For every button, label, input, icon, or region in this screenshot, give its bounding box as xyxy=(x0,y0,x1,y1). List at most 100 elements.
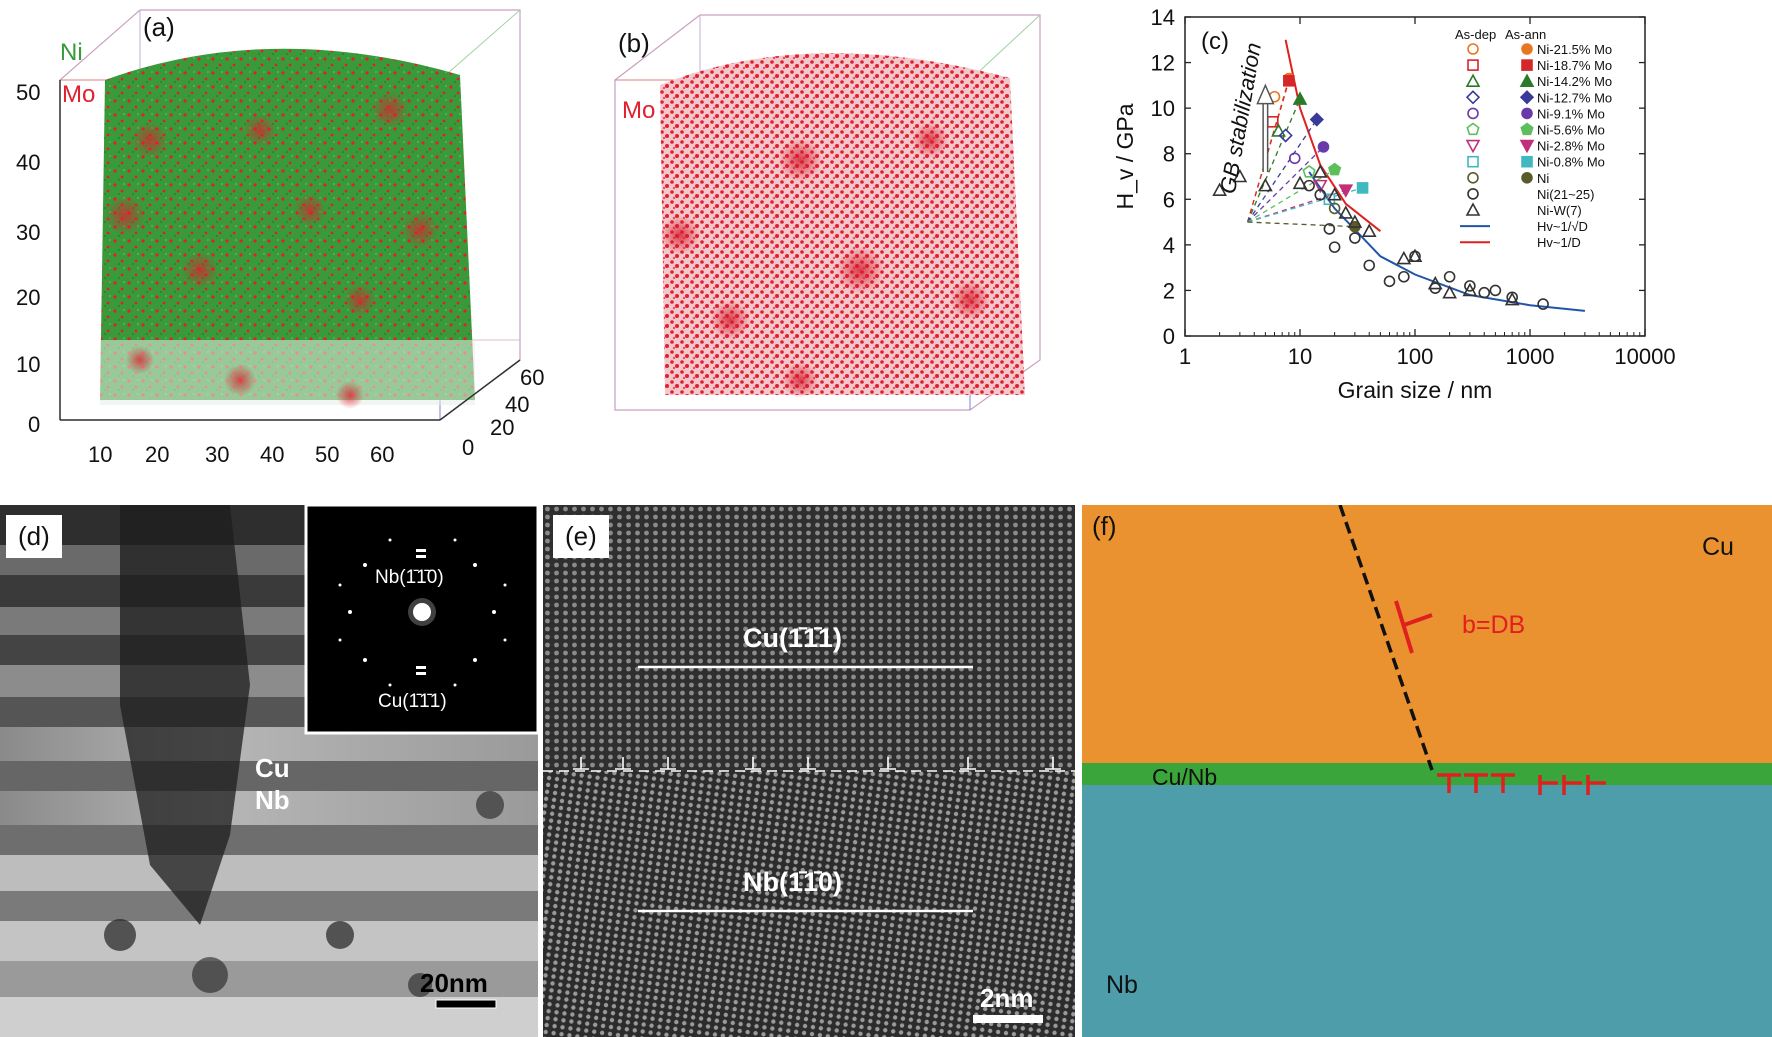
data-point-as-ann xyxy=(1356,182,1369,194)
y-tick-label: 6 xyxy=(1163,187,1175,212)
data-point xyxy=(1328,241,1341,253)
legend-label: Ni xyxy=(1537,171,1549,186)
data-point xyxy=(1338,205,1354,219)
scale-bar xyxy=(973,1015,1043,1023)
data-point-as-dep xyxy=(1328,202,1341,215)
interface-label: Cu/Nb xyxy=(1152,764,1217,790)
panel-label: (a) xyxy=(143,12,175,42)
legend-label: Ni-5.6% Mo xyxy=(1537,123,1605,138)
data-point-as-dep xyxy=(1271,123,1286,137)
data-point xyxy=(1443,270,1456,283)
data-point xyxy=(1396,250,1412,265)
data-point xyxy=(1314,188,1327,201)
misfit-dislocations xyxy=(573,757,1061,770)
legend-marker-as-ann xyxy=(1521,155,1533,168)
nb-label: Nb xyxy=(1106,971,1138,999)
data-point xyxy=(1327,187,1342,201)
legend-label: Ni-W(7) xyxy=(1537,203,1582,218)
legend-marker-as-ann xyxy=(1521,59,1533,71)
interface-dislocations xyxy=(1437,773,1606,795)
data-point xyxy=(1537,298,1549,310)
data-point-as-dep xyxy=(1312,179,1328,194)
x-axis-label: Grain size / nm xyxy=(1338,377,1493,403)
atom-probe-specimen-ni-mo xyxy=(100,48,475,401)
hardness-grain-size-chart: 0 2 4 6 8 10 12 14 1 10 100 1000 10000 Grain size / n… xyxy=(1112,5,1676,403)
data-point xyxy=(1489,284,1502,297)
cu-region xyxy=(1082,505,1772,763)
x-tick-label: 10000 xyxy=(1614,344,1675,369)
legend-mo: Mo xyxy=(62,81,95,108)
panel-b-figure: Mo (b) xyxy=(614,14,1041,411)
legend-label: Ni(21~25) xyxy=(1537,187,1594,202)
data-point xyxy=(1442,285,1457,299)
legend-label: Hv~1/√D xyxy=(1537,219,1588,234)
data-point xyxy=(1363,259,1376,272)
data-point xyxy=(1323,223,1336,235)
nb-plane-label: Nb(1̄1̄0) xyxy=(743,867,842,897)
legend-marker-as-dep xyxy=(1467,172,1479,184)
legend-header-as-dep: As-dep xyxy=(1455,27,1496,42)
panel-a: 0 10 20 30 40 50 10 20 30 40 50 60 0 20 … xyxy=(0,0,560,480)
connector-line xyxy=(1247,221,1355,228)
y-tick-label: 4 xyxy=(1163,233,1175,258)
legend-label: Ni-21.5% Mo xyxy=(1537,42,1612,57)
x-tick: 10 xyxy=(88,442,112,467)
x-tick-label: 10 xyxy=(1288,344,1312,369)
panel-label: (c) xyxy=(1201,28,1229,55)
data-point xyxy=(1462,282,1478,297)
gb-stabilization-label: GB stabilization xyxy=(1215,41,1266,196)
data-point-as-ann xyxy=(1283,75,1295,87)
x-tick: 20 xyxy=(145,442,169,467)
gb-arrow-head xyxy=(1256,83,1275,105)
y-tick-label: 0 xyxy=(1163,324,1175,349)
legend-label: Ni-14.2% Mo xyxy=(1537,74,1612,89)
legend-label: Hv~1/D xyxy=(1537,235,1581,250)
data-point-as-ann xyxy=(1292,91,1308,105)
legend-label: Ni-12.7% Mo xyxy=(1537,90,1612,105)
data-point xyxy=(1504,291,1520,306)
data-point xyxy=(1464,280,1476,292)
y-tick: 20 xyxy=(490,415,514,440)
z-tick: 50 xyxy=(16,80,40,105)
data-point xyxy=(1232,168,1248,183)
y-tick-label: 14 xyxy=(1151,5,1175,30)
x-tick-label: 1000 xyxy=(1506,344,1555,369)
panel-a-figure: 0 10 20 30 40 50 10 20 30 40 50 60 0 20 … xyxy=(16,9,544,467)
y-tick-label: 2 xyxy=(1163,278,1175,303)
atom-probe-specimen-mo xyxy=(660,53,1025,395)
inset-label-nb: Nb(1̄1̄0) xyxy=(375,567,444,588)
legend-marker-as-ann xyxy=(1521,107,1533,120)
series-line xyxy=(1284,39,1382,232)
data-point xyxy=(1398,270,1410,283)
burgers-vector-label: b=DB xyxy=(1462,611,1525,639)
panel-label: (b) xyxy=(618,28,650,58)
panel-label: (f) xyxy=(1092,511,1117,541)
legend-marker-as-dep xyxy=(1467,107,1479,120)
legend-marker-as-ann xyxy=(1521,43,1533,55)
legend-label: Ni-0.8% Mo xyxy=(1537,155,1605,170)
legend-marker-as-ann xyxy=(1519,73,1535,87)
legend-marker xyxy=(1465,202,1481,216)
scale-bar xyxy=(435,999,497,1009)
data-point xyxy=(1427,275,1443,290)
data-point xyxy=(1361,223,1377,237)
hrtem-image: Cu(1̄1̄1) Nb(1̄1̄0) 2nm xyxy=(543,505,1075,1037)
data-point xyxy=(1258,177,1273,192)
mo-clusters xyxy=(105,92,438,409)
connector-line xyxy=(1247,169,1335,223)
y-tick: 0 xyxy=(462,435,474,460)
data-point xyxy=(1312,164,1328,178)
y-tick-label: 10 xyxy=(1151,96,1175,121)
panel-d: Nb(1̄1̄0) Cu(1̄1̄1) Cu Nb 20nm (d) xyxy=(0,505,538,1037)
series-line xyxy=(1308,171,1586,312)
z-tick: 30 xyxy=(16,220,40,245)
legend-marker-as-ann xyxy=(1521,172,1533,184)
connector-line xyxy=(1247,187,1363,223)
panel-e: Cu(1̄1̄1) Nb(1̄1̄0) 2nm (e) xyxy=(543,505,1075,1037)
panel-b: Mo (b) xyxy=(600,0,1070,480)
data-point xyxy=(1347,214,1363,228)
y-tick-label: 8 xyxy=(1163,142,1175,167)
y-tick-label: 12 xyxy=(1151,51,1175,76)
x-tick: 60 xyxy=(370,442,394,467)
legend-marker-as-dep xyxy=(1467,43,1479,55)
